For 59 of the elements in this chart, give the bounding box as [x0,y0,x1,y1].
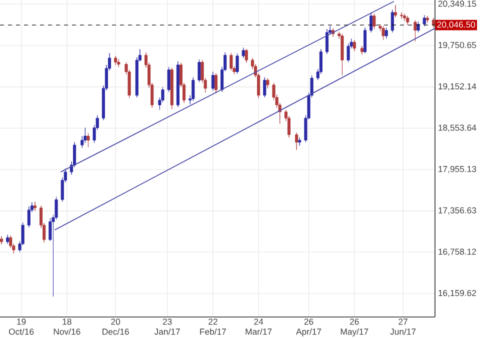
candlestick [414,20,417,42]
candlestick [364,28,367,54]
candlestick [298,137,302,146]
y-tick-label: 16,758.12 [438,248,476,256]
x-tick-label: 27 Jun/17 [390,318,416,335]
candlestick [211,72,214,91]
candlestick [325,28,329,54]
candlestick [242,48,245,58]
y-tick-label: 17,356.63 [438,207,476,215]
candlestick [352,40,356,52]
candlestick [167,66,170,92]
y-tick-label: 17,955.13 [438,166,476,174]
candlestick [192,77,195,102]
candlestick [117,59,120,68]
candlestick [406,16,410,26]
candlestick [214,73,218,94]
candlestick [370,12,373,33]
candlestick [236,53,239,74]
candlestick [384,28,388,40]
candlestick [394,5,397,18]
candlestick [244,48,248,64]
y-tick-label: 16,159.62 [438,290,476,298]
candlestick [340,34,344,76]
candlestick [416,21,420,33]
candlestick [176,61,180,108]
candlestick [198,59,201,83]
y-tick-label: 19,750.65 [438,42,476,50]
candlestick [422,15,426,27]
x-tick-label: 22 Feb/17 [200,318,226,335]
candlestick [426,16,429,24]
candlestick [33,202,37,212]
candlestick [372,14,376,30]
ref-line-label: 20,046.50 [437,22,476,29]
candlestick [432,18,436,28]
x-tick-label: 23 Jan/17 [154,318,180,335]
candlestick [263,77,266,98]
candlestick [170,68,174,110]
x-tick-label: 24 Mar/17 [246,318,272,335]
candlestick [86,133,90,148]
candlestick [230,53,233,71]
y-tick-label: 18,553.64 [438,124,476,132]
candlestick [403,14,406,22]
candlestick [382,26,385,40]
candlestick [0,236,4,245]
y-tick-label: 20,349.15 [438,0,476,8]
candlestick [6,234,10,244]
candlestick [27,206,30,228]
x-tick-label: 20 Dec/16 [102,318,129,335]
candlestick [114,56,118,66]
candlestick [360,46,364,55]
x-tick-label: 26 May/17 [340,318,368,337]
candlestick [266,78,270,89]
candlestick [295,132,298,150]
x-tick-label: 26 Apr/17 [296,318,322,337]
y-tick-label: 19,152.14 [438,83,476,91]
candlestick [390,10,394,33]
x-tick-label: 18 Nov/16 [54,318,80,335]
candlestick [400,12,404,20]
x-tick-label: 19 Oct/16 [8,318,34,335]
